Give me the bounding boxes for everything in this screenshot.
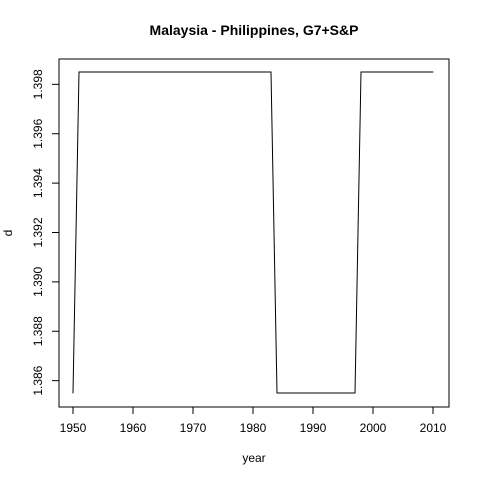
y-tick-label: 1.392 xyxy=(31,217,45,247)
series-line xyxy=(72,71,433,394)
y-tick-label: 1.394 xyxy=(31,168,45,198)
x-axis: 1950 1960 1970 1980 1990 2000 2010 xyxy=(60,406,447,435)
y-axis: 1.386 1.388 1.390 1.392 1.394 1.396 1.398 xyxy=(31,69,60,396)
x-tick-label: 1980 xyxy=(240,421,267,435)
y-tick-label: 1.396 xyxy=(31,118,45,148)
series-group xyxy=(72,71,434,394)
x-tick-label: 2010 xyxy=(420,421,447,435)
y-tick-label: 1.390 xyxy=(31,267,45,297)
x-tick-label: 2000 xyxy=(360,421,387,435)
plot-frame xyxy=(58,58,450,408)
data-point xyxy=(270,71,272,73)
x-tick-label: 1960 xyxy=(120,421,147,435)
data-point xyxy=(276,392,278,394)
data-point xyxy=(432,71,434,73)
data-point xyxy=(72,392,74,394)
data-point xyxy=(78,71,80,73)
y-tick-label: 1.386 xyxy=(31,365,45,395)
x-tick-label: 1950 xyxy=(60,421,87,435)
y-axis-label: d xyxy=(1,230,15,237)
data-point xyxy=(360,71,362,73)
y-tick-label: 1.388 xyxy=(31,316,45,346)
chart-title: Malaysia - Philippines, G7+S&P xyxy=(150,22,359,38)
x-axis-label: year xyxy=(242,451,265,465)
x-tick-label: 1990 xyxy=(300,421,327,435)
data-point xyxy=(354,392,356,394)
y-tick-label: 1.398 xyxy=(31,69,45,99)
x-tick-label: 1970 xyxy=(180,421,207,435)
